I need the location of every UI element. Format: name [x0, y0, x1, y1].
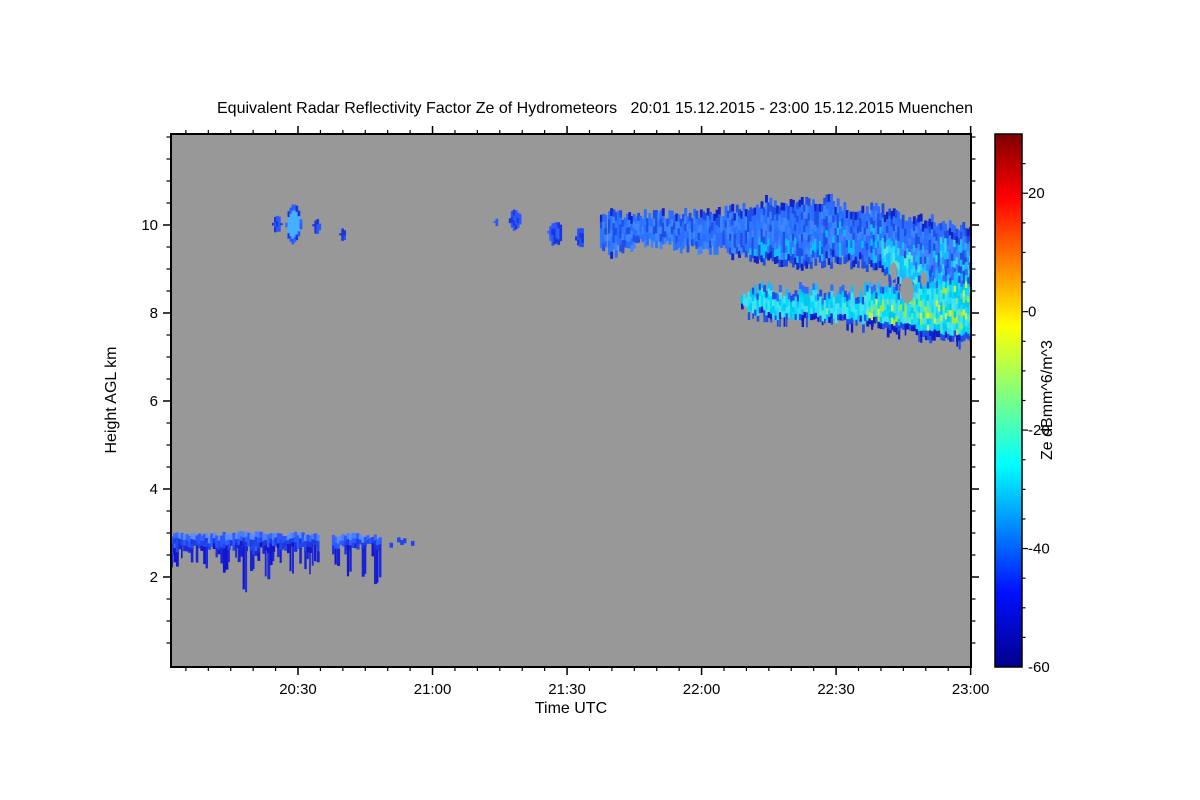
y-tick-label: 4	[150, 481, 158, 498]
y-tick-label: 8	[150, 305, 158, 322]
feature-cirrus-fragments-mid	[493, 209, 584, 248]
x-tick-label: 20:30	[279, 681, 317, 698]
x-axis-label: Time UTC	[535, 700, 607, 717]
x-tick-label: 23:00	[952, 681, 990, 698]
colorbar	[995, 134, 1022, 667]
x-tick-label: 21:30	[548, 681, 586, 698]
colorbar-label: Ze dBmm^6/m^3	[1039, 340, 1056, 460]
colorbar-tick-label: -20	[1028, 422, 1050, 439]
x-axis-ticks: 20:30 21:00 21:30 22:00 22:30 23:00	[185, 126, 990, 698]
y-tick-label: 10	[141, 217, 158, 234]
colorbar-tick-label: 20	[1028, 185, 1045, 202]
x-tick-label: 22:30	[817, 681, 855, 698]
y-axis-label: Height AGL km	[103, 346, 120, 453]
y-axis-ticks: 2 4 6 8 10	[141, 136, 979, 644]
colorbar-ticks: 20 0 -20 -40 -60	[1022, 163, 1050, 676]
feature-cirrus-layer-main	[599, 193, 971, 339]
echo-gaps	[889, 262, 928, 304]
colorbar-tick-label: -40	[1028, 541, 1050, 558]
y-tick-label: 2	[150, 569, 158, 586]
feature-cirrus-fragments-early	[272, 204, 346, 245]
feature-low-level-band	[171, 531, 415, 593]
colorbar-tick-label: 0	[1028, 304, 1036, 321]
chart-title: Equivalent Radar Reflectivity Factor Ze …	[217, 100, 973, 117]
x-tick-label: 21:00	[414, 681, 452, 698]
y-tick-label: 6	[150, 393, 158, 410]
colorbar-tick-label: -60	[1028, 659, 1050, 676]
radar-echo-layers	[171, 193, 971, 593]
x-tick-label: 22:00	[683, 681, 721, 698]
